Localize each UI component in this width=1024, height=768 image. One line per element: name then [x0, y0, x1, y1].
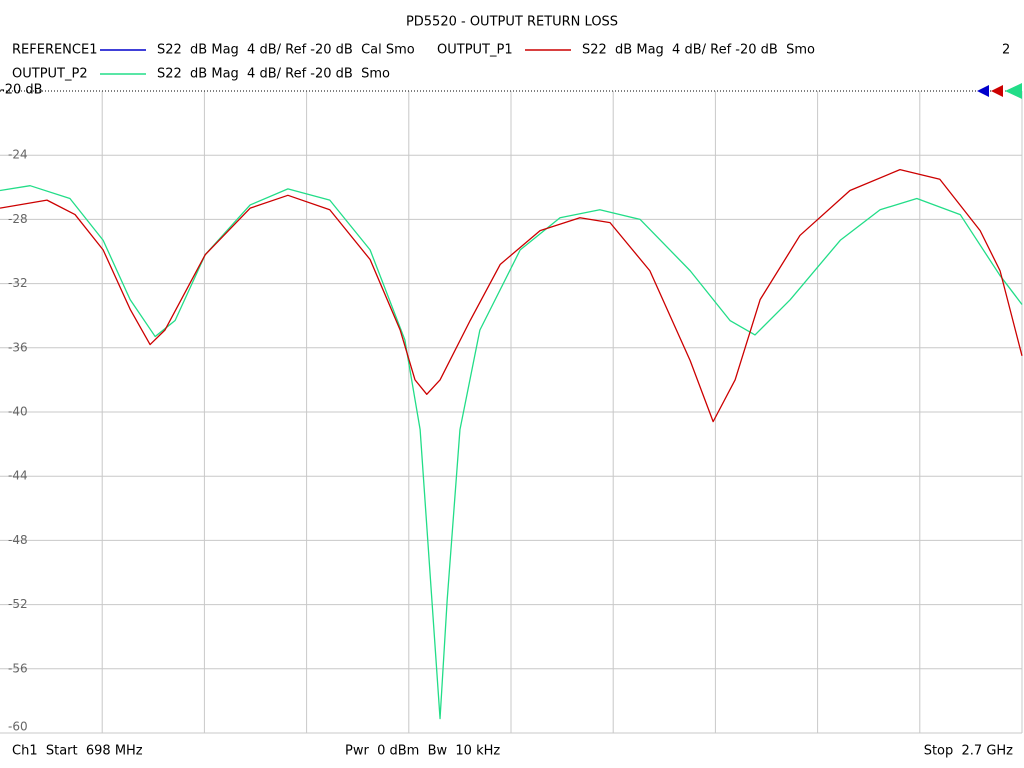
y-tick-label: -36 [8, 340, 28, 354]
y-tick-label: -44 [8, 469, 28, 483]
y-tick-label: -60 [8, 720, 28, 734]
ref-marker [977, 85, 989, 97]
footer-start: Ch1 Start 698 MHz [12, 744, 143, 759]
legend-description: S22 dB Mag 4 dB/ Ref -20 dB Smo [582, 43, 815, 58]
ref-marker [1005, 83, 1022, 99]
legend-description: S22 dB Mag 4 dB/ Ref -20 dB Cal Smo [157, 43, 415, 58]
legend-name: REFERENCE1 [12, 43, 97, 58]
y-tick-label: -24 [8, 148, 28, 162]
footer-power: Pwr 0 dBm Bw 10 kHz [345, 744, 500, 759]
trace [0, 185, 1023, 720]
y-tick-label: -40 [8, 405, 28, 419]
trace [0, 168, 1023, 423]
footer-stop: Stop 2.7 GHz [924, 744, 1013, 759]
legend-description: S22 dB Mag 4 dB/ Ref -20 dB Smo [157, 67, 390, 82]
legend-name: OUTPUT_P1 [437, 43, 513, 58]
legend-name: OUTPUT_P2 [12, 67, 88, 82]
y-tick-label: -20 dB [0, 83, 43, 98]
y-tick-label: -28 [8, 212, 28, 226]
y-tick-label: -52 [8, 597, 28, 611]
chart-title: PD5520 - OUTPUT RETURN LOSS [406, 15, 618, 30]
ref-marker [991, 85, 1003, 97]
y-tick-label: -48 [8, 533, 28, 547]
annotation: 2 [1002, 43, 1010, 58]
y-tick-label: -32 [8, 276, 28, 290]
y-tick-label: -56 [8, 661, 28, 675]
